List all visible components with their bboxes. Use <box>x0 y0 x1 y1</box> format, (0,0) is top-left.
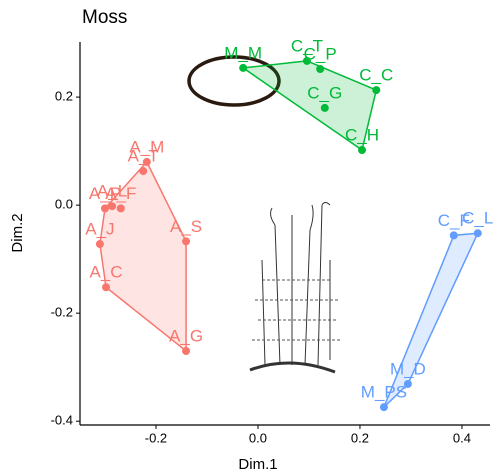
point-label: A_S <box>170 217 202 236</box>
chart-title: Moss <box>82 7 127 28</box>
x-tick-label: 0.2 <box>351 430 369 445</box>
point-label: C_P <box>304 44 337 63</box>
point <box>182 346 191 355</box>
point-label: C_F <box>438 211 470 230</box>
y-axis-label: Dim.2 <box>9 213 26 252</box>
y-tick-label: -0.4 <box>51 413 73 428</box>
point <box>142 157 151 166</box>
point-label: M_M <box>224 43 262 62</box>
point-label: A_T <box>128 147 159 166</box>
point-label: C_G <box>307 83 342 102</box>
point-label: A_P <box>89 184 121 203</box>
point-label: A_F <box>105 184 136 203</box>
x-tick-label: 0.4 <box>453 430 471 445</box>
point-label: A_C <box>89 263 122 282</box>
hull <box>383 232 479 408</box>
point-label: M_D <box>390 359 426 378</box>
point <box>116 204 125 213</box>
y-tick-label: -0.2 <box>51 305 73 320</box>
highlight-ellipse <box>187 55 281 107</box>
point-label: C_C <box>359 66 393 85</box>
point-label: A_G <box>169 326 203 345</box>
point-label: A_J <box>85 220 114 239</box>
point-label: C_H <box>345 126 379 145</box>
point <box>372 86 381 95</box>
point <box>102 283 111 292</box>
y-tick-label: 0.2 <box>55 89 73 104</box>
point <box>320 103 329 112</box>
point <box>182 237 191 246</box>
point <box>302 56 311 65</box>
moss-illustration <box>249 202 342 374</box>
point-label: A_M <box>129 137 164 156</box>
point-label: C_L <box>462 209 493 228</box>
y-tick-label: 0.0 <box>55 197 73 212</box>
point <box>139 167 148 176</box>
point <box>316 65 325 74</box>
point-label: M_PS <box>361 383 407 402</box>
x-tick-label: 0.0 <box>249 430 267 445</box>
point <box>100 204 109 213</box>
point <box>473 229 482 238</box>
x-tick-label: -0.2 <box>145 430 167 445</box>
point <box>358 146 367 155</box>
point <box>379 403 388 412</box>
point <box>95 240 104 249</box>
point <box>403 379 412 388</box>
point-label: A_L <box>97 182 127 201</box>
x-axis-label: Dim.1 <box>238 456 277 473</box>
point-label: C_T <box>291 36 323 55</box>
point <box>449 231 458 240</box>
point <box>108 202 117 211</box>
point <box>239 63 248 72</box>
